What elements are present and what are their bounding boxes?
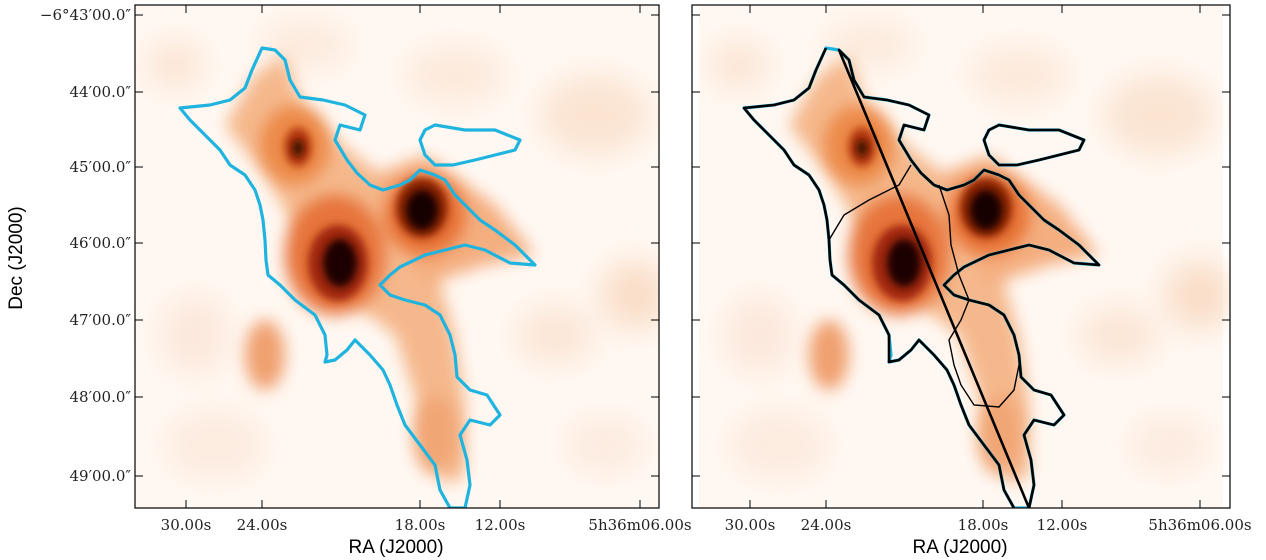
y-axis-label: Dec (J2000) (6, 206, 27, 310)
y-tick-label: 46′00.0″ (70, 234, 132, 252)
y-tick-label: −6°43′00.0″ (40, 6, 132, 24)
left-panel: −6°43′00.0″ 44′00.0″ 45′00.0″ 46′00.0″ 4… (6, 4, 692, 558)
x-tick-label: 30.00s (725, 516, 776, 534)
x-tick-label: 12.00s (1037, 516, 1088, 534)
right-black-contours (742, 47, 1101, 508)
y-tick-label: 49′00.0″ (70, 467, 132, 485)
left-ticks (135, 5, 659, 508)
x-tick-label: 5h36m06.00s (1148, 516, 1251, 534)
y-tick-label: 44′00.0″ (70, 83, 132, 101)
left-panel-frame (134, 4, 660, 509)
right-emission-map (699, 5, 1234, 508)
x-tick-label: 30.00s (161, 516, 212, 534)
right-ticks (692, 5, 1230, 508)
x-axis-label: RA (J2000) (348, 537, 443, 558)
x-tick-label: 18.00s (958, 516, 1009, 534)
x-axis-label: RA (J2000) (912, 537, 1007, 558)
right-panel-frame (691, 4, 1231, 509)
x-tick-label: 24.00s (801, 516, 852, 534)
left-emission-map (135, 5, 670, 508)
x-tick-label: 12.00s (475, 516, 526, 534)
right-panel: 30.00s 24.00s 18.00s 12.00s 5h36m06.00s … (691, 4, 1252, 558)
y-tick-label: 45′00.0″ (70, 158, 132, 176)
y-tick-label: 47′00.0″ (70, 311, 132, 329)
y-tick-label: 48′00.0″ (70, 388, 132, 406)
x-tick-label: 24.00s (237, 516, 288, 534)
x-tick-label: 18.00s (395, 516, 446, 534)
x-tick-label: 5h36m06.00s (588, 516, 691, 534)
